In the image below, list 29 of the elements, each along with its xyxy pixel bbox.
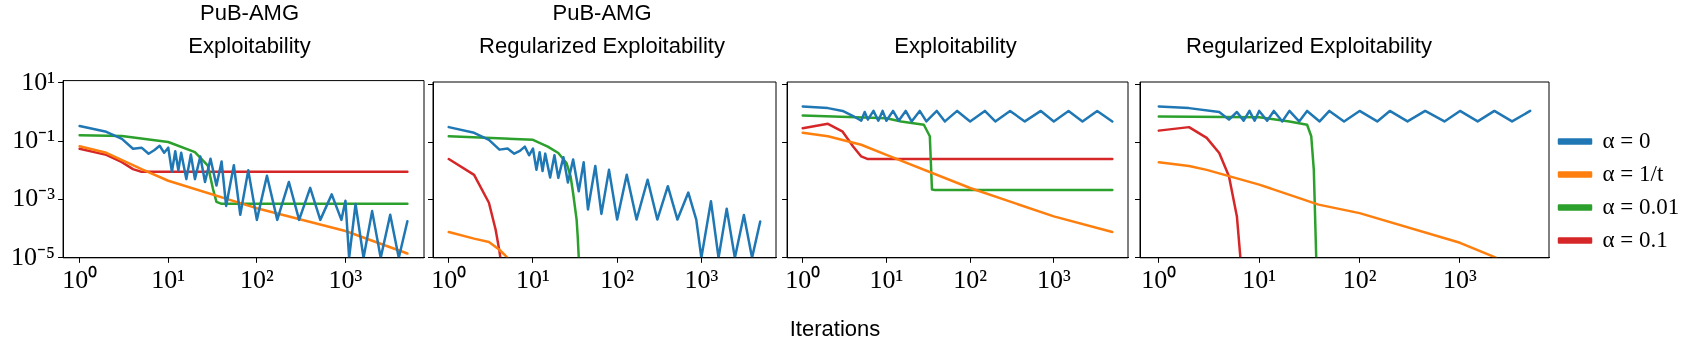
x-tick-label: 10³ [1036,265,1071,295]
x-tick-label: 10³ [1443,265,1478,295]
y-tick-label: 10⁻³ [12,183,56,213]
x-tick-label: 10² [953,265,988,295]
x-tick-label: 10⁰ [431,265,467,295]
x-tick-label: 10¹ [869,265,904,295]
x-tick-label: 10³ [684,265,719,295]
x-tick-label: 10¹ [1242,265,1277,295]
y-tick-label: 10⁻⁵ [10,241,56,271]
chart-title: Regularized Exploitability [1186,32,1432,60]
y-tick-label: 10⁻¹ [12,125,56,155]
x-tick-label: 10² [239,265,274,295]
chart-title: Exploitability [894,32,1017,60]
legend-label: α = 0.01 [1602,193,1680,219]
x-tick-label: 10² [600,265,635,295]
chart-title: PuB-AMG Regularized Exploitability [479,0,725,60]
x-tick-label: 10⁰ [62,265,98,295]
x-tick-label: 10² [1342,265,1377,295]
x-tick-label: 10¹ [151,265,186,295]
x-axis-title: Iterations [788,316,882,342]
legend-label: α = 0 [1602,127,1651,153]
legend-label: α = 0.1 [1602,226,1668,252]
y-tick-label: 10¹ [21,66,56,96]
x-tick-label: 10¹ [516,265,550,295]
legend-label: α = 1/t [1602,160,1664,186]
x-tick-label: 10³ [328,265,363,295]
chart-title: PuB-AMG Exploitability [188,0,311,60]
x-tick-label: 10⁰ [1141,265,1177,295]
x-tick-label: 10⁰ [785,265,821,295]
